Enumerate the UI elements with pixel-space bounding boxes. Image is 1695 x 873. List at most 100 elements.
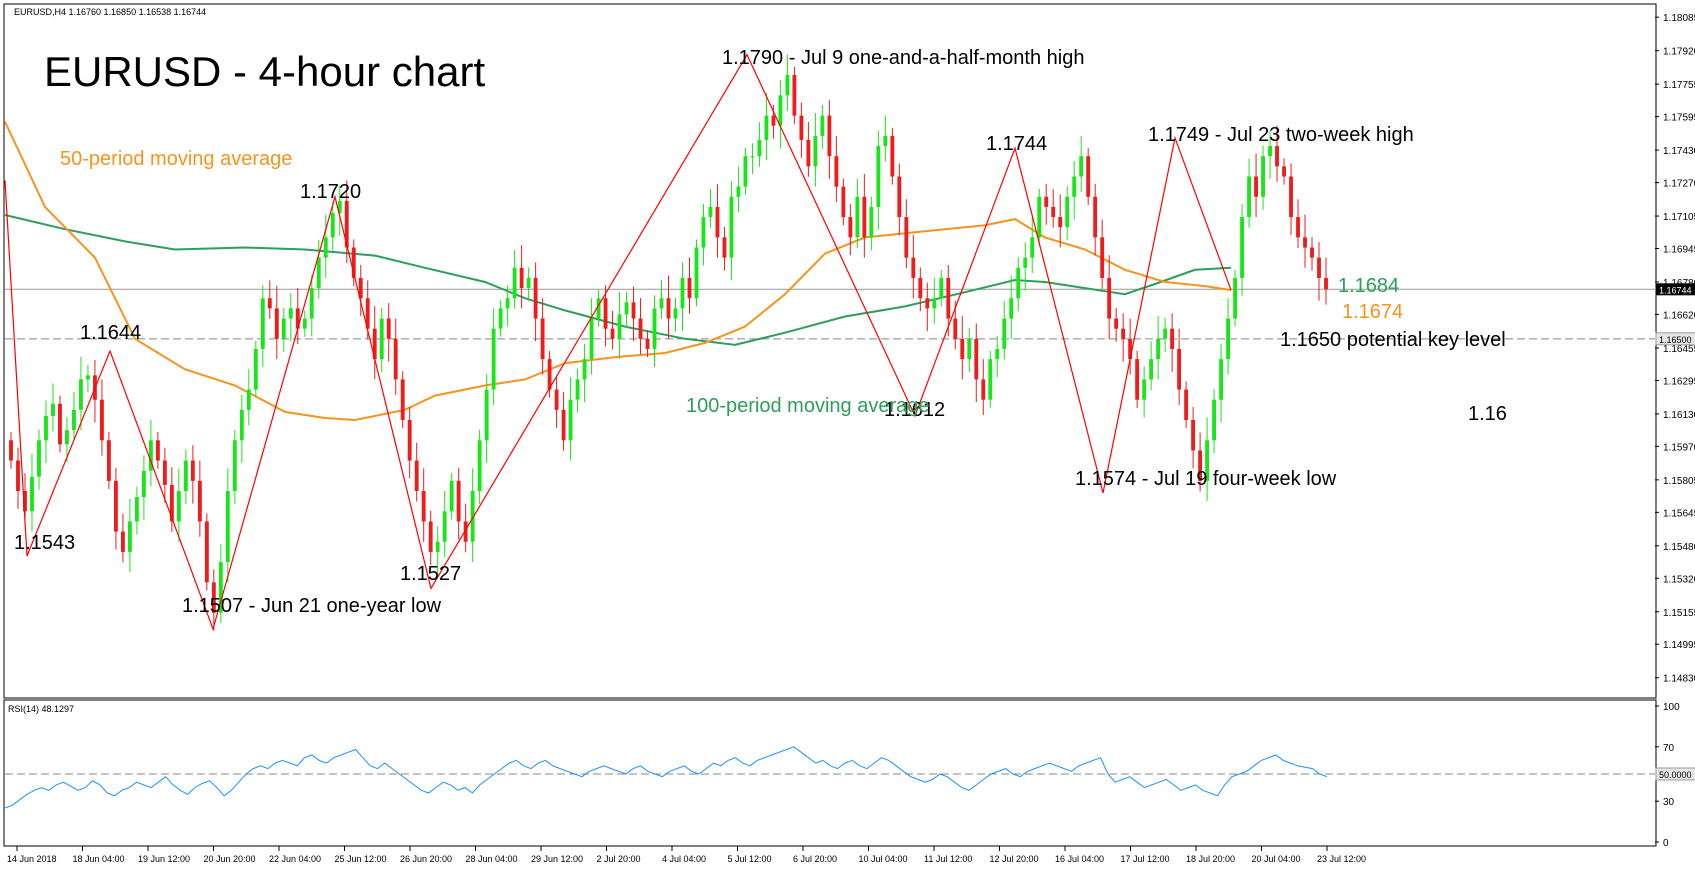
- candle-body: [1310, 247, 1314, 258]
- candle-body: [820, 115, 825, 136]
- candle-body: [463, 521, 468, 542]
- candle-body: [715, 206, 720, 238]
- candle-body: [1198, 450, 1203, 481]
- candle-body: [785, 75, 790, 96]
- candle-body: [540, 318, 545, 360]
- candle-body: [456, 480, 461, 522]
- y-tick-label: 1.17105: [1663, 212, 1695, 223]
- candle-body: [799, 115, 804, 140]
- x-tick-label: 18 Jul 20:00: [1186, 854, 1235, 864]
- candle-body: [1093, 196, 1098, 238]
- x-tick-label: 16 Jul 04:00: [1055, 854, 1104, 864]
- candle-body: [610, 328, 615, 339]
- candle-body: [519, 267, 524, 289]
- candle-body: [44, 415, 48, 441]
- candle-body: [960, 338, 965, 360]
- candle-body: [722, 237, 727, 258]
- y-tick-label: 1.17755: [1663, 80, 1695, 91]
- candle-body: [337, 200, 342, 214]
- candle-body: [239, 409, 244, 441]
- candle-body: [967, 338, 972, 360]
- y-tick-label: 1.14995: [1663, 640, 1695, 651]
- candle-body: [449, 480, 454, 512]
- y-tick-label: 1.16620: [1663, 310, 1695, 321]
- x-tick-label: 28 Jun 04:00: [466, 854, 518, 864]
- x-tick-label: 12 Jul 20:00: [990, 854, 1039, 864]
- y-tick-label: 1.15970: [1663, 442, 1695, 453]
- current-price-badge-text: 1.16744: [1659, 285, 1692, 295]
- x-tick-label: 14 Jun 2018: [7, 854, 57, 864]
- ma100-label: 100-period moving average: [686, 395, 930, 417]
- annotation-label: 1.1507 - Jun 21 one-year low: [182, 595, 442, 617]
- y-tick-label: 1.15480: [1663, 542, 1695, 553]
- candle-body: [65, 430, 69, 445]
- candle-body: [1051, 206, 1056, 218]
- candle-body: [302, 318, 307, 329]
- candle-body: [834, 156, 839, 187]
- candle-body: [645, 338, 650, 349]
- candle-body: [1233, 277, 1237, 319]
- candle-body: [1023, 257, 1028, 268]
- candle-body: [1044, 196, 1049, 207]
- candle-body: [890, 135, 895, 177]
- ma50-current-label: 1.1674: [1342, 301, 1403, 323]
- x-tick-label: 10 Jul 04:00: [859, 854, 908, 864]
- candle-body: [547, 359, 552, 390]
- candle-body: [827, 115, 832, 157]
- candle-body: [764, 115, 769, 140]
- candle-body: [757, 139, 762, 157]
- candle-body: [1303, 237, 1307, 248]
- candle-body: [274, 308, 279, 339]
- candle-body: [1205, 440, 1210, 481]
- candle-body: [1317, 257, 1321, 278]
- candle-body: [778, 95, 783, 126]
- candle-body: [736, 186, 741, 197]
- candle-body: [9, 440, 13, 461]
- candle-body: [1149, 359, 1154, 380]
- candle-body: [554, 389, 559, 410]
- candle-body: [316, 257, 321, 289]
- candle-body: [1226, 318, 1231, 360]
- annotation-label: 1.1650 potential key level: [1280, 329, 1506, 351]
- candle-body: [1142, 379, 1147, 400]
- y-tick-label: 1.17270: [1663, 179, 1695, 190]
- candle-body: [79, 379, 83, 410]
- candle-body: [659, 298, 664, 309]
- candle-body: [37, 440, 41, 477]
- candle-body: [771, 115, 776, 126]
- candle-body: [1282, 166, 1286, 177]
- y-tick-label: 1.17920: [1663, 47, 1695, 58]
- candle-body: [1219, 359, 1224, 400]
- x-tick-label: 20 Jul 04:00: [1252, 854, 1301, 864]
- y-tick-label: 1.17595: [1663, 113, 1695, 124]
- candle-body: [176, 491, 181, 522]
- candle-body: [1016, 267, 1021, 299]
- zigzag-line: [4, 53, 1232, 631]
- annotation-label: 1.1612: [884, 399, 945, 421]
- candle-body: [855, 196, 860, 238]
- candle-body: [400, 379, 405, 420]
- x-tick-label: 11 Jul 12:00: [924, 854, 972, 864]
- x-tick-label: 17 Jul 12:00: [1121, 854, 1170, 864]
- candle-body: [100, 399, 104, 441]
- candle-body: [1079, 156, 1084, 177]
- key-level-badge-text: 1.16500: [1659, 335, 1692, 345]
- candle-body: [1289, 176, 1293, 218]
- candle-body: [603, 298, 608, 329]
- candle-body: [1261, 156, 1265, 197]
- x-tick-label: 2 Jul 20:00: [597, 854, 641, 864]
- candle-body: [596, 298, 601, 319]
- candle-body: [848, 217, 853, 238]
- candle-body: [330, 213, 335, 238]
- candle-body: [1128, 338, 1133, 360]
- candle-body: [211, 582, 216, 613]
- candle-body: [58, 403, 62, 445]
- candle-body: [995, 348, 1000, 360]
- y-tick-label: 1.15320: [1663, 574, 1695, 585]
- candle-body: [253, 348, 258, 390]
- candle-body: [1107, 277, 1112, 319]
- key-level-badge: [1655, 332, 1695, 346]
- candle-body: [806, 139, 811, 167]
- candle-body: [750, 156, 755, 158]
